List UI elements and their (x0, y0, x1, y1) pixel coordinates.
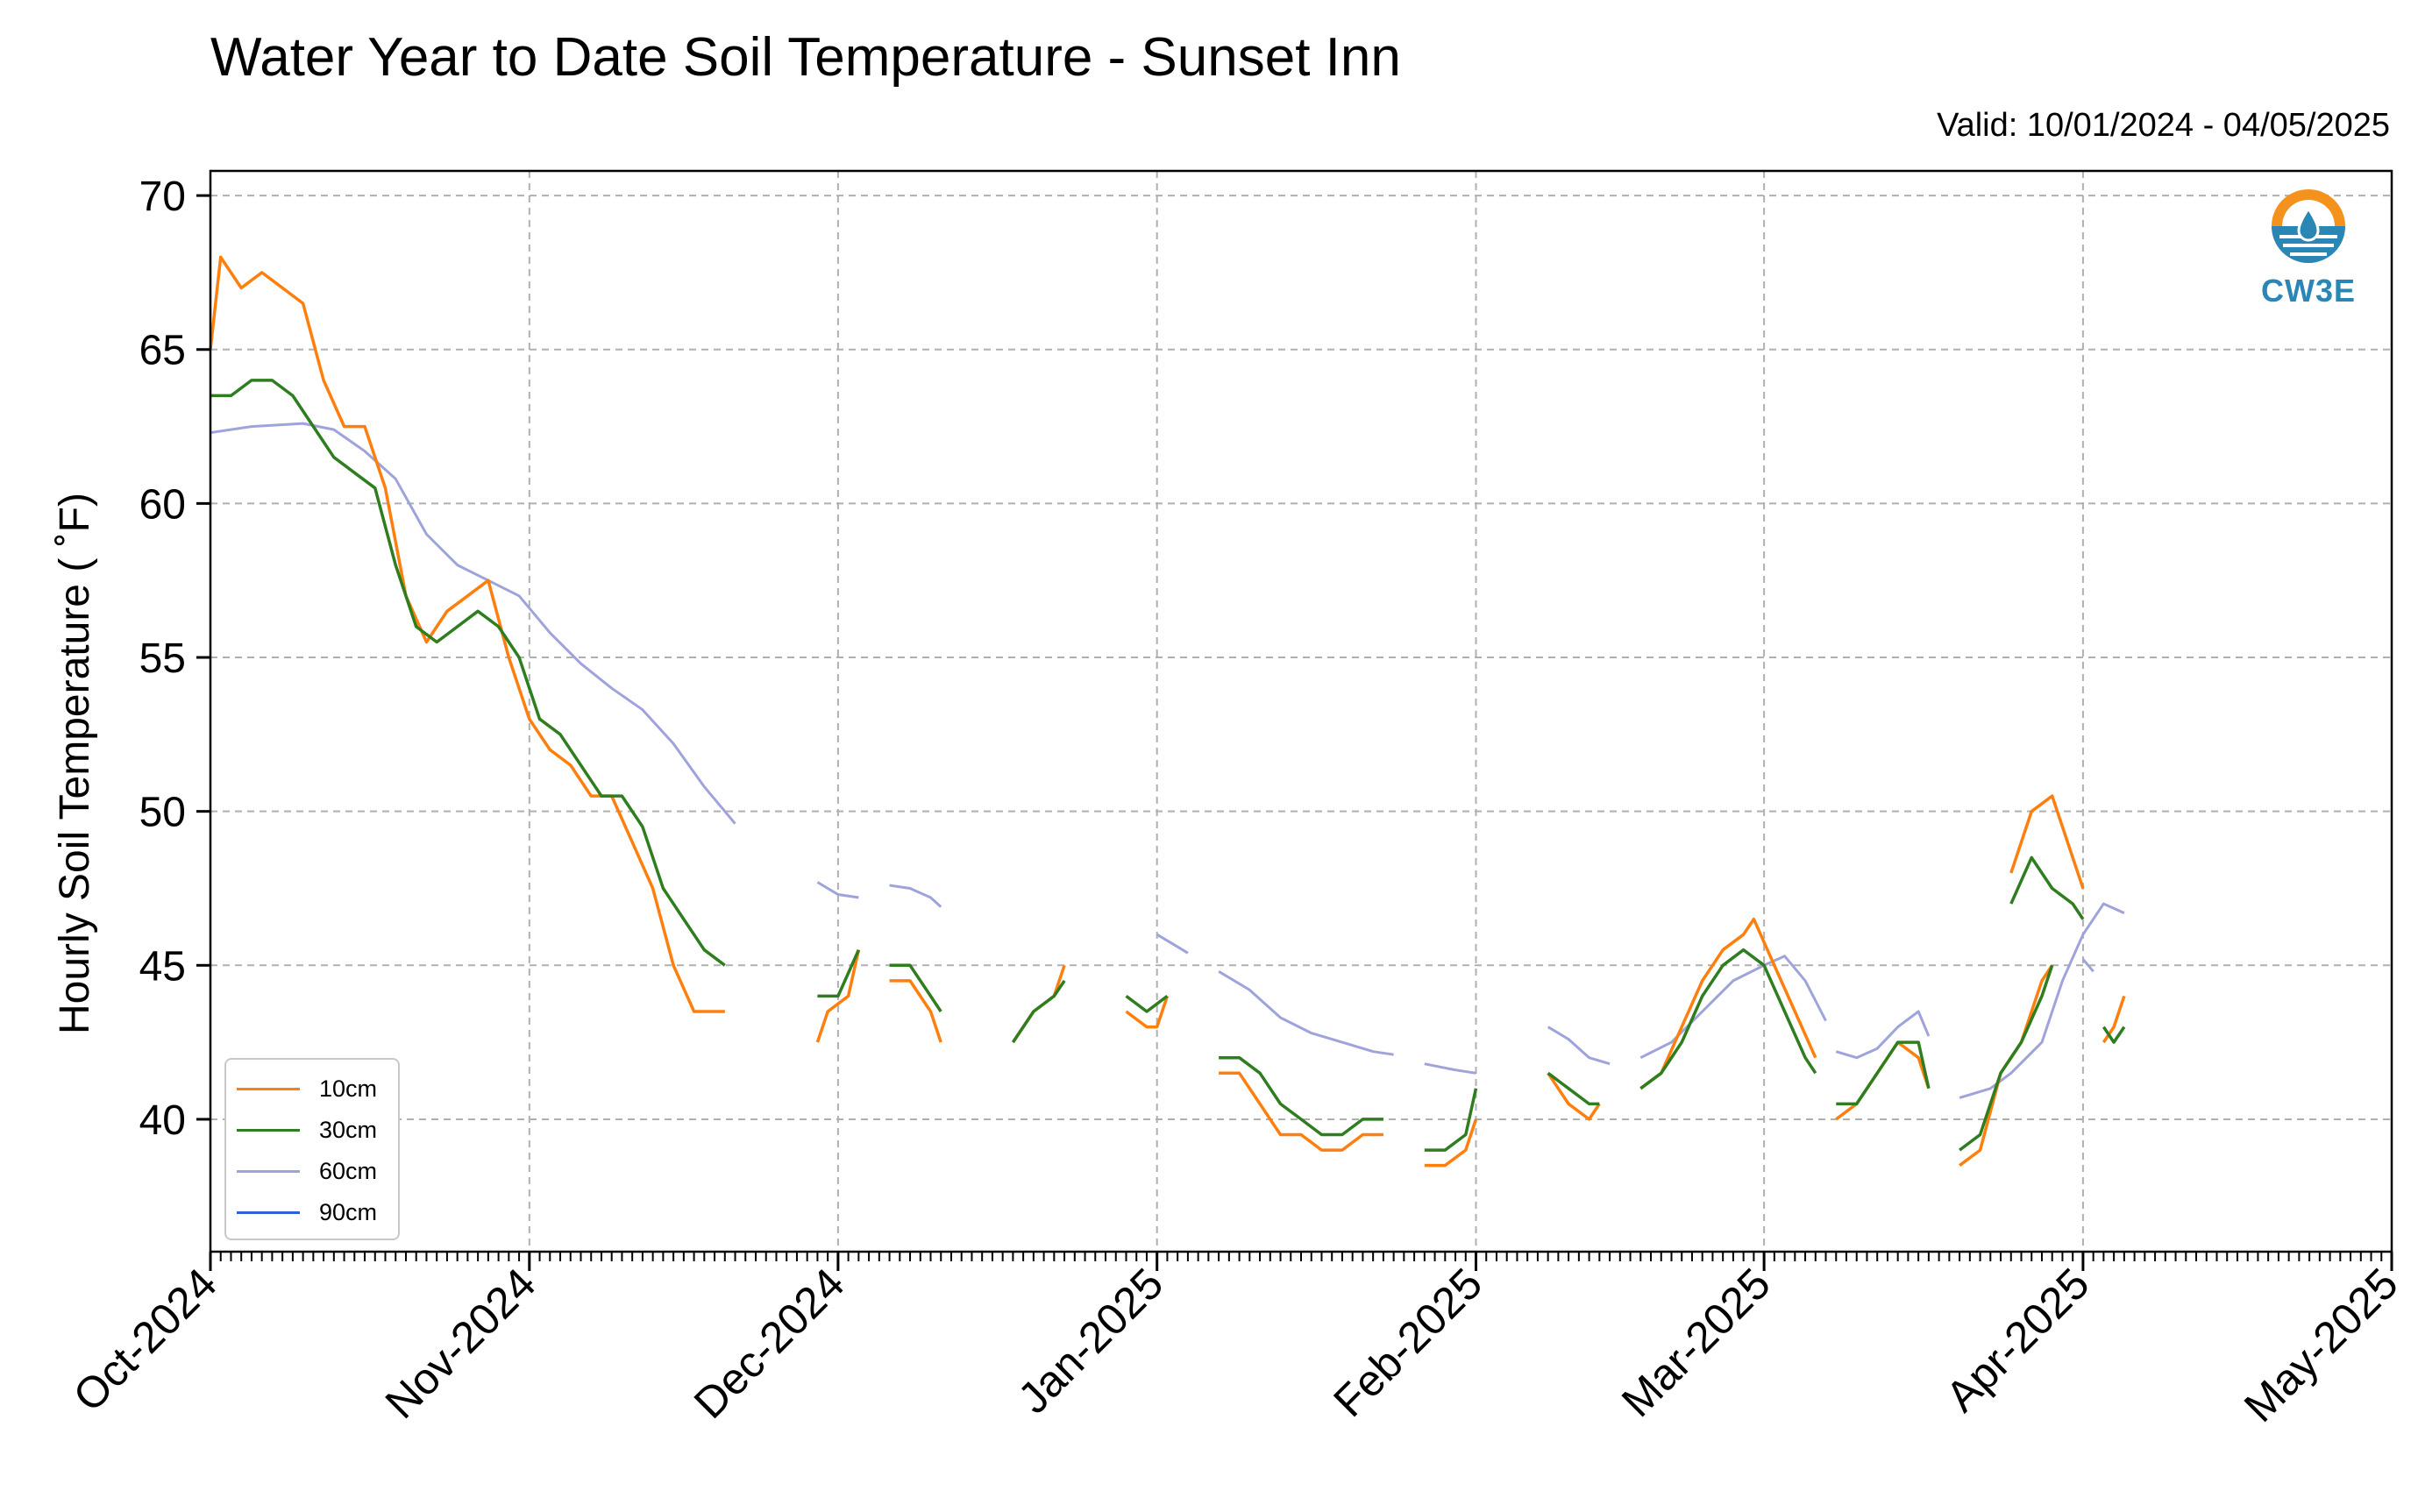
series-line-30cm-seg-5 (1219, 1055, 1383, 1137)
series-line-10cm-seg-1 (815, 949, 861, 1043)
series-line-30cm-seg-0 (210, 379, 726, 967)
legend-swatch-60cm (237, 1170, 300, 1173)
legend-label-30cm: 30cm (319, 1117, 378, 1143)
y-tick-label: 70 (139, 174, 186, 220)
series-line-10cm-seg-11 (2009, 794, 2085, 890)
series-line-30cm-seg-3 (1011, 979, 1066, 1044)
legend-label-90cm: 90cm (319, 1199, 378, 1225)
x-tick-label: Jan-2025 (1008, 1259, 1172, 1423)
legend-item-90cm: 90cm (237, 1192, 388, 1233)
series-line-30cm-seg-12 (2102, 1026, 2126, 1044)
series-line-10cm-seg-2 (889, 979, 942, 1043)
y-tick-label: 50 (139, 790, 186, 836)
series-line-10cm-seg-9 (1835, 1040, 1931, 1121)
y-tick-label: 55 (139, 635, 186, 682)
y-tick-label: 45 (139, 943, 186, 990)
legend-item-10cm: 10cm (237, 1068, 388, 1110)
cw3e-logo-text: CW3E (2260, 273, 2356, 309)
y-axis: 40 45 50 55 60 65 70 (139, 174, 210, 1144)
series-line-30cm-seg-8 (1639, 948, 1817, 1090)
x-tick-label: May-2025 (2235, 1259, 2407, 1431)
x-tick-label: Apr-2025 (1937, 1259, 2099, 1421)
series-line-30cm-seg-11 (2009, 855, 2085, 920)
chart-title: Water Year to Date Soil Temperature - Su… (210, 27, 1401, 88)
y-tick-label: 60 (139, 481, 186, 528)
legend-swatch-90cm (237, 1211, 300, 1214)
series-line-30cm-seg-1 (817, 948, 860, 998)
series-line-30cm-seg-10 (1959, 964, 2054, 1152)
series-line-60cm-seg-5 (1424, 1062, 1476, 1075)
series-lines (209, 255, 2126, 1168)
series-line-60cm-seg-4 (1218, 970, 1394, 1056)
series-line-60cm-seg-6 (1547, 1026, 1611, 1066)
legend-label-10cm: 10cm (319, 1075, 378, 1102)
x-tick-label: Oct-2024 (64, 1259, 226, 1421)
x-tick-label: Dec-2024 (685, 1259, 854, 1428)
series-line-30cm-seg-9 (1836, 1040, 1931, 1106)
legend: 10cm 30cm 60cm 90cm (224, 1058, 400, 1240)
series-line-10cm-seg-5 (1219, 1071, 1383, 1152)
series-line-60cm-seg-0 (210, 422, 736, 825)
series-line-30cm-seg-6 (1424, 1088, 1478, 1152)
x-tick-label: Nov-2024 (376, 1259, 545, 1428)
series-line-10cm-seg-8 (1639, 917, 1817, 1090)
series-line-10cm-seg-7 (1547, 1072, 1601, 1121)
series-line-10cm-seg-0 (209, 255, 725, 1013)
series-line-10cm-seg-6 (1424, 1118, 1478, 1168)
series-line-30cm-seg-2 (889, 963, 942, 1012)
valid-date-range: Valid: 10/01/2024 - 04/05/2025 (1937, 107, 2390, 144)
x-axis: Oct-2024 Nov-2024 Dec-2024 Jan-2025 Feb-2025… (64, 1252, 2407, 1431)
x-tick-label: Mar-2025 (1612, 1259, 1780, 1426)
series-line-10cm-seg-4 (1125, 995, 1170, 1029)
series-line-60cm-seg-10 (2081, 958, 2094, 973)
legend-swatch-30cm (237, 1129, 300, 1132)
legend-swatch-10cm (237, 1088, 300, 1090)
series-line-60cm-seg-1 (816, 881, 859, 899)
series-line-10cm-seg-12 (2102, 995, 2126, 1044)
series-line-60cm-seg-3 (1156, 933, 1189, 955)
legend-item-30cm: 30cm (237, 1110, 388, 1151)
y-tick-label: 40 (139, 1097, 186, 1144)
series-line-60cm-seg-8 (1835, 1010, 1931, 1060)
series-line-60cm-seg-2 (889, 884, 942, 908)
legend-label-60cm: 60cm (319, 1158, 378, 1184)
cw3e-logo-icon (2272, 189, 2345, 263)
legend-item-60cm: 60cm (237, 1151, 388, 1192)
series-line-30cm-seg-4 (1125, 994, 1169, 1013)
series-line-60cm-seg-9 (1959, 902, 2125, 1099)
cw3e-logo: CW3E (2251, 184, 2365, 309)
series-line-30cm-seg-7 (1547, 1071, 1600, 1106)
x-tick-label: Feb-2025 (1324, 1259, 1491, 1426)
y-tick-label: 65 (139, 328, 186, 374)
